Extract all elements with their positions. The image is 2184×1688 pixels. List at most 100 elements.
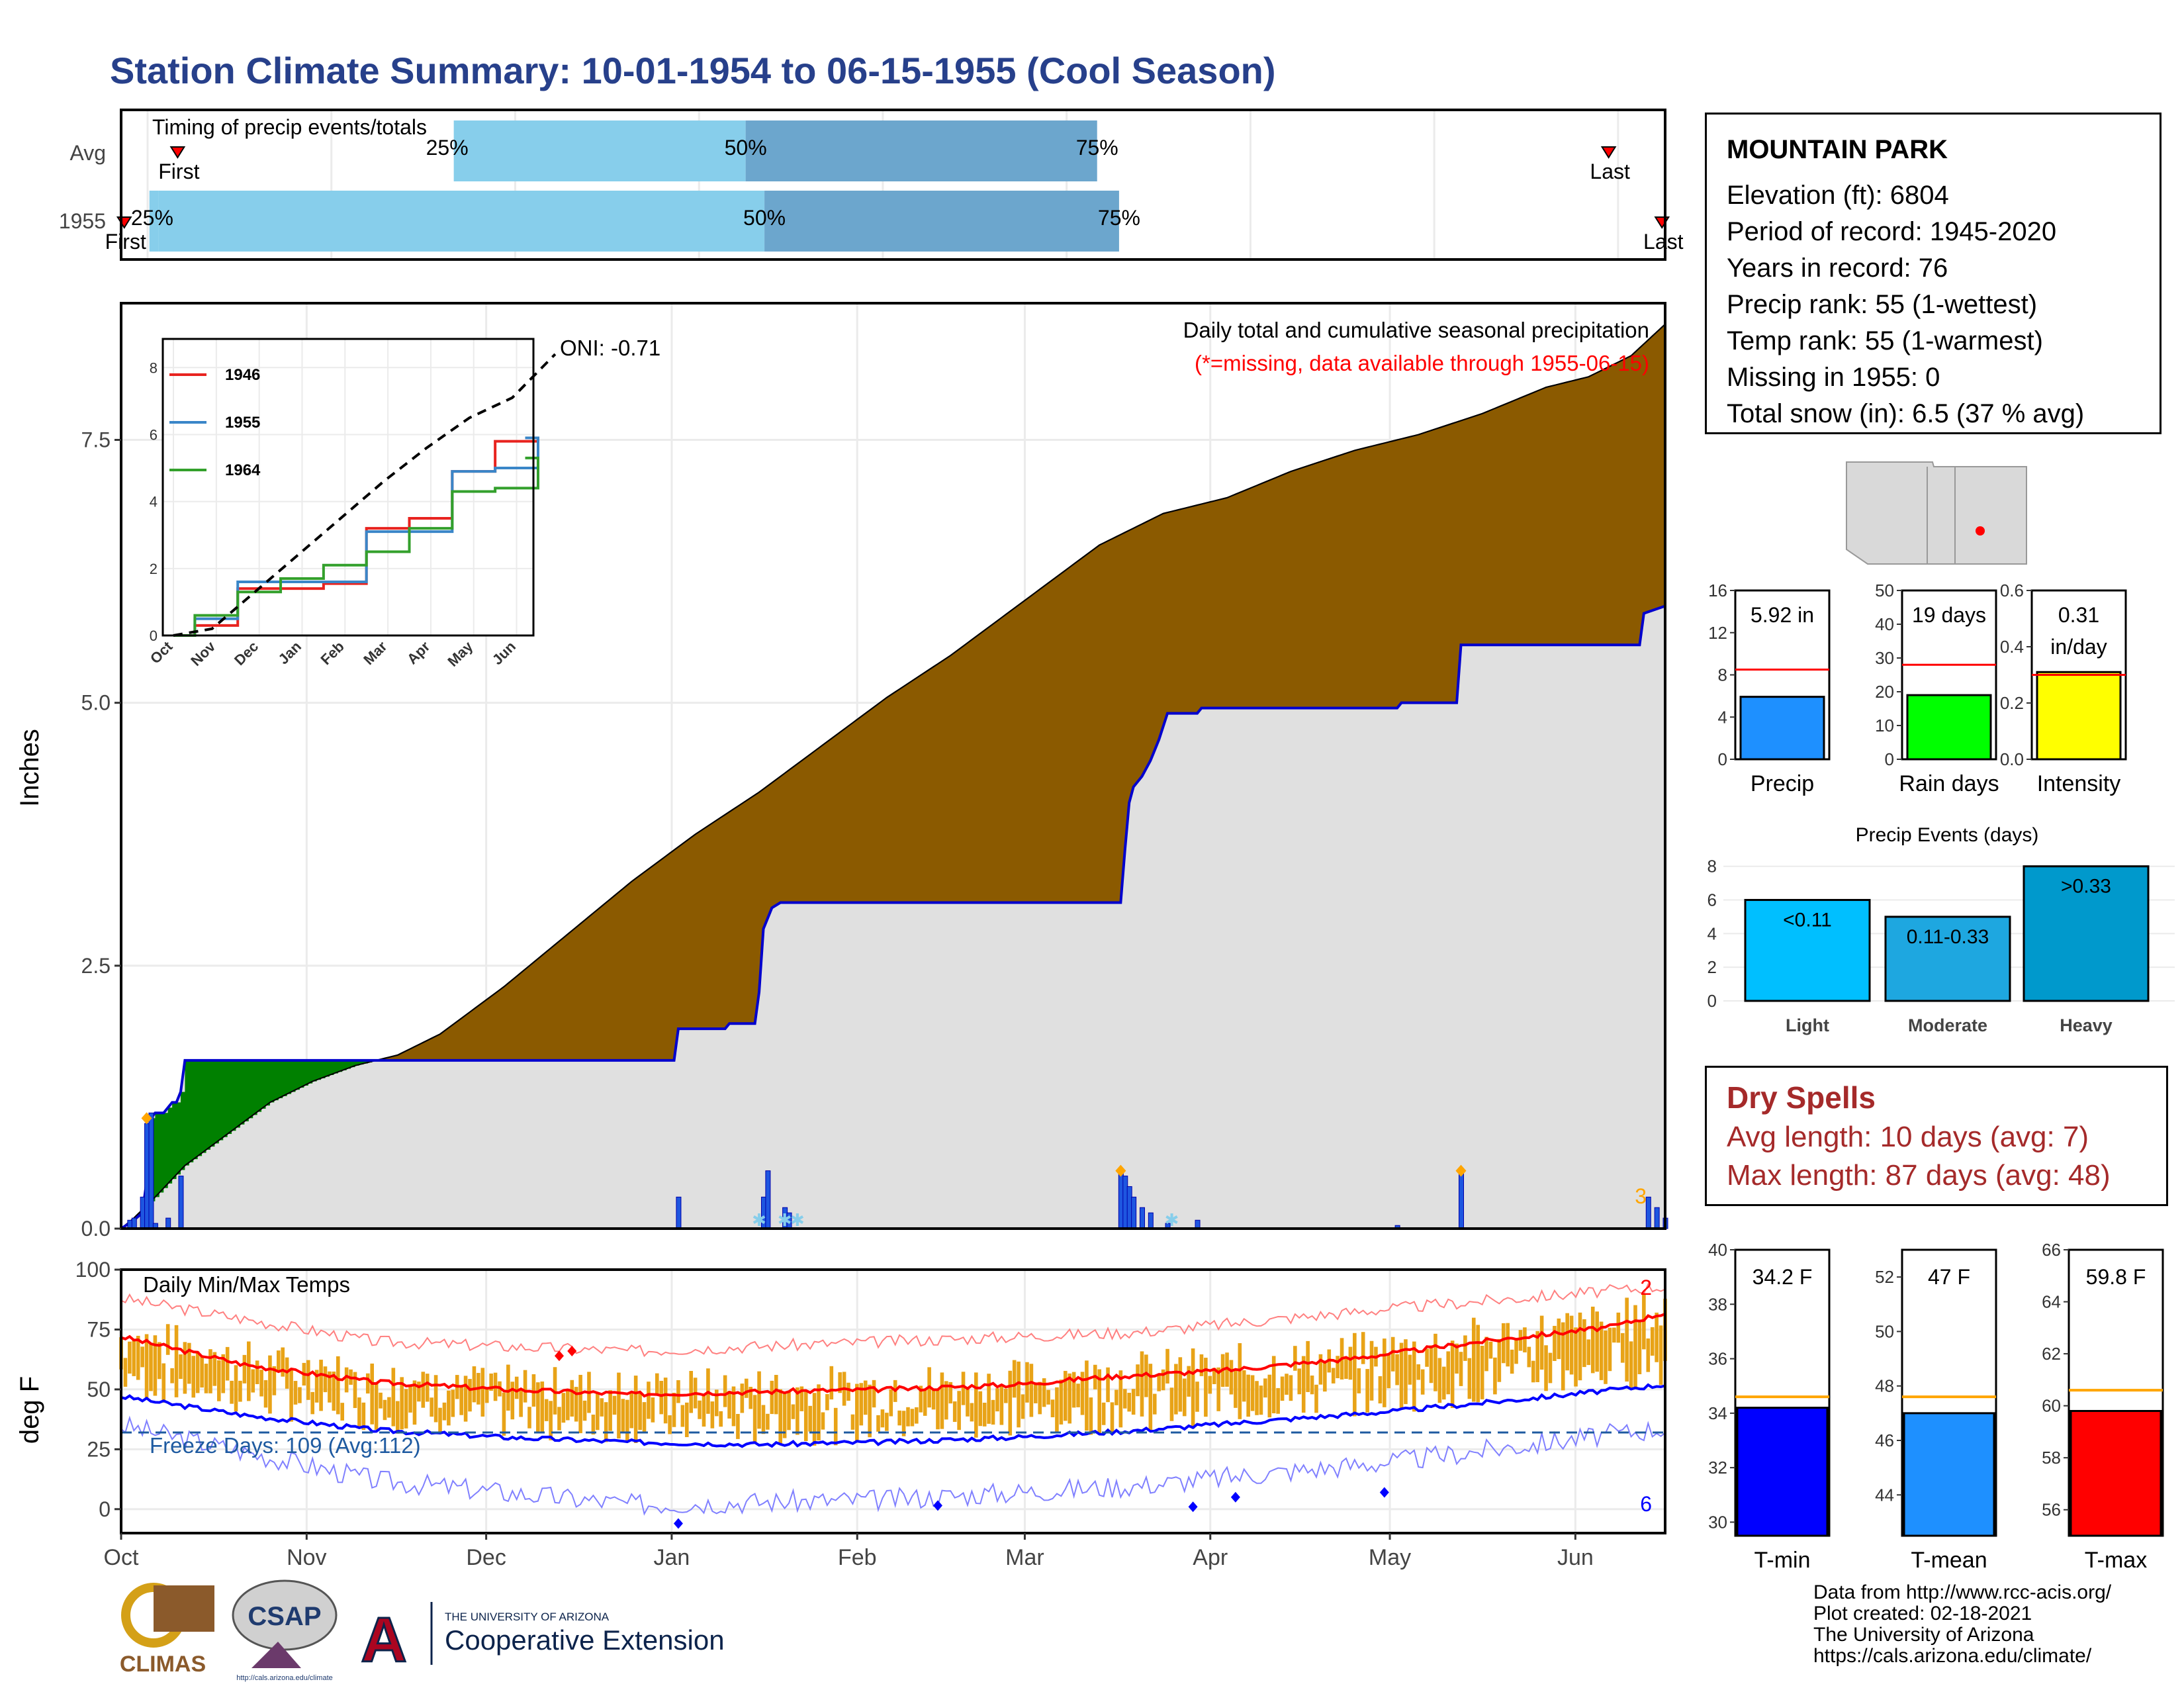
precip-events-chart: Precip Events (days) 0 2 4 6 8 <0.11 Light 0.11… <box>1707 824 2175 1035</box>
daily-temp-bar <box>957 1391 961 1430</box>
daily-temp-bar <box>506 1364 510 1411</box>
daily-temp-bar <box>1488 1341 1493 1359</box>
daily-temp-bar <box>566 1388 570 1421</box>
temp-frame <box>120 1268 1666 1534</box>
daily-temp-bar <box>1404 1339 1408 1405</box>
daily-temp-bar <box>480 1368 485 1417</box>
daily-temp-bar <box>298 1387 302 1403</box>
daily-temp-bar <box>885 1413 889 1431</box>
events-bar-label: Moderate <box>1908 1015 1987 1035</box>
station-precip-rank: Precip rank: 55 (1-wettest) <box>1727 290 2038 319</box>
month-tick-label: Oct <box>104 1545 139 1570</box>
daily-temp-bar <box>1076 1383 1080 1407</box>
precip-corner-count: 3 <box>1635 1184 1647 1208</box>
precip-frame <box>120 302 1666 1230</box>
daily-temp-bar <box>846 1382 850 1401</box>
precip-panel: ✱ ✱✱ ✱ 0.02.55.07.5 Inches ONI: -0.71 Dail… <box>15 302 1668 1241</box>
daily-temp-bar <box>1539 1315 1544 1370</box>
daily-temp-bar <box>1561 1322 1565 1391</box>
daily-temp-bar <box>604 1402 608 1442</box>
daily-temp-bar <box>433 1375 438 1423</box>
temp-summary-tick-label: 52 <box>1875 1267 1894 1287</box>
timing-bar-25-50 <box>453 120 746 181</box>
inset-y-tick-label: 8 <box>150 359 158 376</box>
daily-temp-bar <box>531 1374 536 1407</box>
mini-bar-tick-label: 12 <box>1708 623 1727 643</box>
daily-temp-bar <box>179 1354 183 1380</box>
daily-temp-bar <box>1446 1351 1451 1395</box>
daily-temp-bar <box>1616 1312 1621 1343</box>
inset-x-tick-label: May <box>444 637 476 669</box>
daily-temp-bar <box>799 1386 804 1411</box>
daily-temp-bar <box>629 1391 634 1429</box>
page-title: Station Climate Summary: 10-01-1954 to 0… <box>110 50 1276 91</box>
daily-temp-bar <box>1620 1333 1625 1363</box>
dry-spells-title: Dry Spells <box>1727 1080 1876 1115</box>
daily-temp-bar <box>1157 1374 1161 1391</box>
daily-temp-bar <box>1046 1389 1050 1405</box>
daily-temp-bar <box>400 1377 404 1430</box>
last-label: Last <box>1590 160 1630 183</box>
daily-temp-bar <box>1106 1367 1110 1403</box>
station-temp-rank: Temp rank: 55 (1-warmest) <box>1727 326 2043 355</box>
daily-temp-bar <box>1068 1373 1072 1424</box>
daily-temp-bar <box>1131 1389 1136 1415</box>
daily-temp-bar <box>633 1376 638 1443</box>
timing-bar-25-50 <box>158 191 765 252</box>
inset-x-tick-label: Jan <box>275 638 304 667</box>
temp-panel: 0 25 50 75 100 deg F Daily Min/Max Temps Fre… <box>15 1258 1667 1570</box>
daily-temp-bar <box>821 1412 825 1430</box>
daily-temp-bar <box>1625 1297 1629 1382</box>
temp-summary-value-bar <box>1736 1407 1829 1537</box>
month-x-axis: Oct Nov Dec Jan Feb Mar Apr May Jun <box>104 1533 1594 1570</box>
daily-temp-bar <box>200 1356 204 1388</box>
daily-temp-bar <box>796 1387 799 1435</box>
events-tick-label: 2 <box>1707 957 1717 977</box>
daily-temp-bar <box>1523 1327 1527 1353</box>
temp-y-tick-label: 25 <box>87 1437 111 1461</box>
daily-temp-bar <box>140 1346 144 1368</box>
daily-temp-bar <box>1557 1318 1561 1360</box>
heavy-event-marker-icon <box>1455 1164 1467 1177</box>
daily-temp-bar <box>549 1401 553 1440</box>
timing-bar-50-75 <box>764 191 1119 252</box>
month-tick-label: Jan <box>654 1545 690 1570</box>
daily-temp-bar <box>1433 1333 1437 1391</box>
temp-lines <box>120 1282 1666 1529</box>
daily-temp-bar <box>600 1398 604 1417</box>
daily-temp-bar <box>1199 1354 1204 1376</box>
inset-series-line <box>173 436 539 637</box>
timing-panel: 25% 50% 75% First Last 25% 50% 75% First Last Tim… <box>59 109 1684 261</box>
first-label: First <box>105 230 146 254</box>
daily-temp-bar <box>149 1343 153 1391</box>
temp-summary-tick-label: 60 <box>2042 1396 2061 1416</box>
temp-summary-bars: 30 32 34 36 38 40 34.2 F T-min 44 46 48 50 52 47 F T-m… <box>1708 1240 2164 1573</box>
daily-temp-bar <box>570 1380 574 1417</box>
events-bar-text: <0.11 <box>1783 910 1832 931</box>
daily-temp-bar <box>1497 1338 1502 1382</box>
daily-temp-bar <box>689 1371 694 1413</box>
daily-temp-bar <box>421 1372 426 1408</box>
mini-bar-tick-label: 0.4 <box>2000 637 2024 657</box>
daily-temp-bar <box>1569 1315 1574 1375</box>
mini-bar-tick-label: 10 <box>1875 716 1894 735</box>
ua-small-text: THE UNIVERSITY OF ARIZONA <box>445 1611 610 1623</box>
daily-temp-bar <box>412 1380 417 1425</box>
daily-precip-bar <box>1645 1196 1651 1229</box>
daily-temp-bar <box>1280 1376 1285 1401</box>
daily-temp-bar <box>1574 1327 1578 1387</box>
daily-temp-bar <box>727 1391 731 1419</box>
daily-temp-bar <box>1085 1360 1089 1431</box>
daily-temp-bar <box>676 1380 680 1403</box>
daily-temp-bar <box>982 1403 987 1427</box>
daily-temp-bar <box>1038 1382 1042 1415</box>
timing-pct25-label: 25% <box>131 206 173 230</box>
timing-bar-50-75 <box>745 120 1097 181</box>
daily-temp-bar <box>791 1404 796 1419</box>
month-tick-label: Feb <box>838 1545 877 1570</box>
daily-temp-bar <box>991 1399 995 1425</box>
daily-precip-bar <box>1131 1196 1137 1229</box>
daily-temp-bar <box>268 1355 272 1414</box>
daily-temp-bar <box>1655 1312 1659 1362</box>
daily-temp-bar <box>1633 1305 1637 1389</box>
